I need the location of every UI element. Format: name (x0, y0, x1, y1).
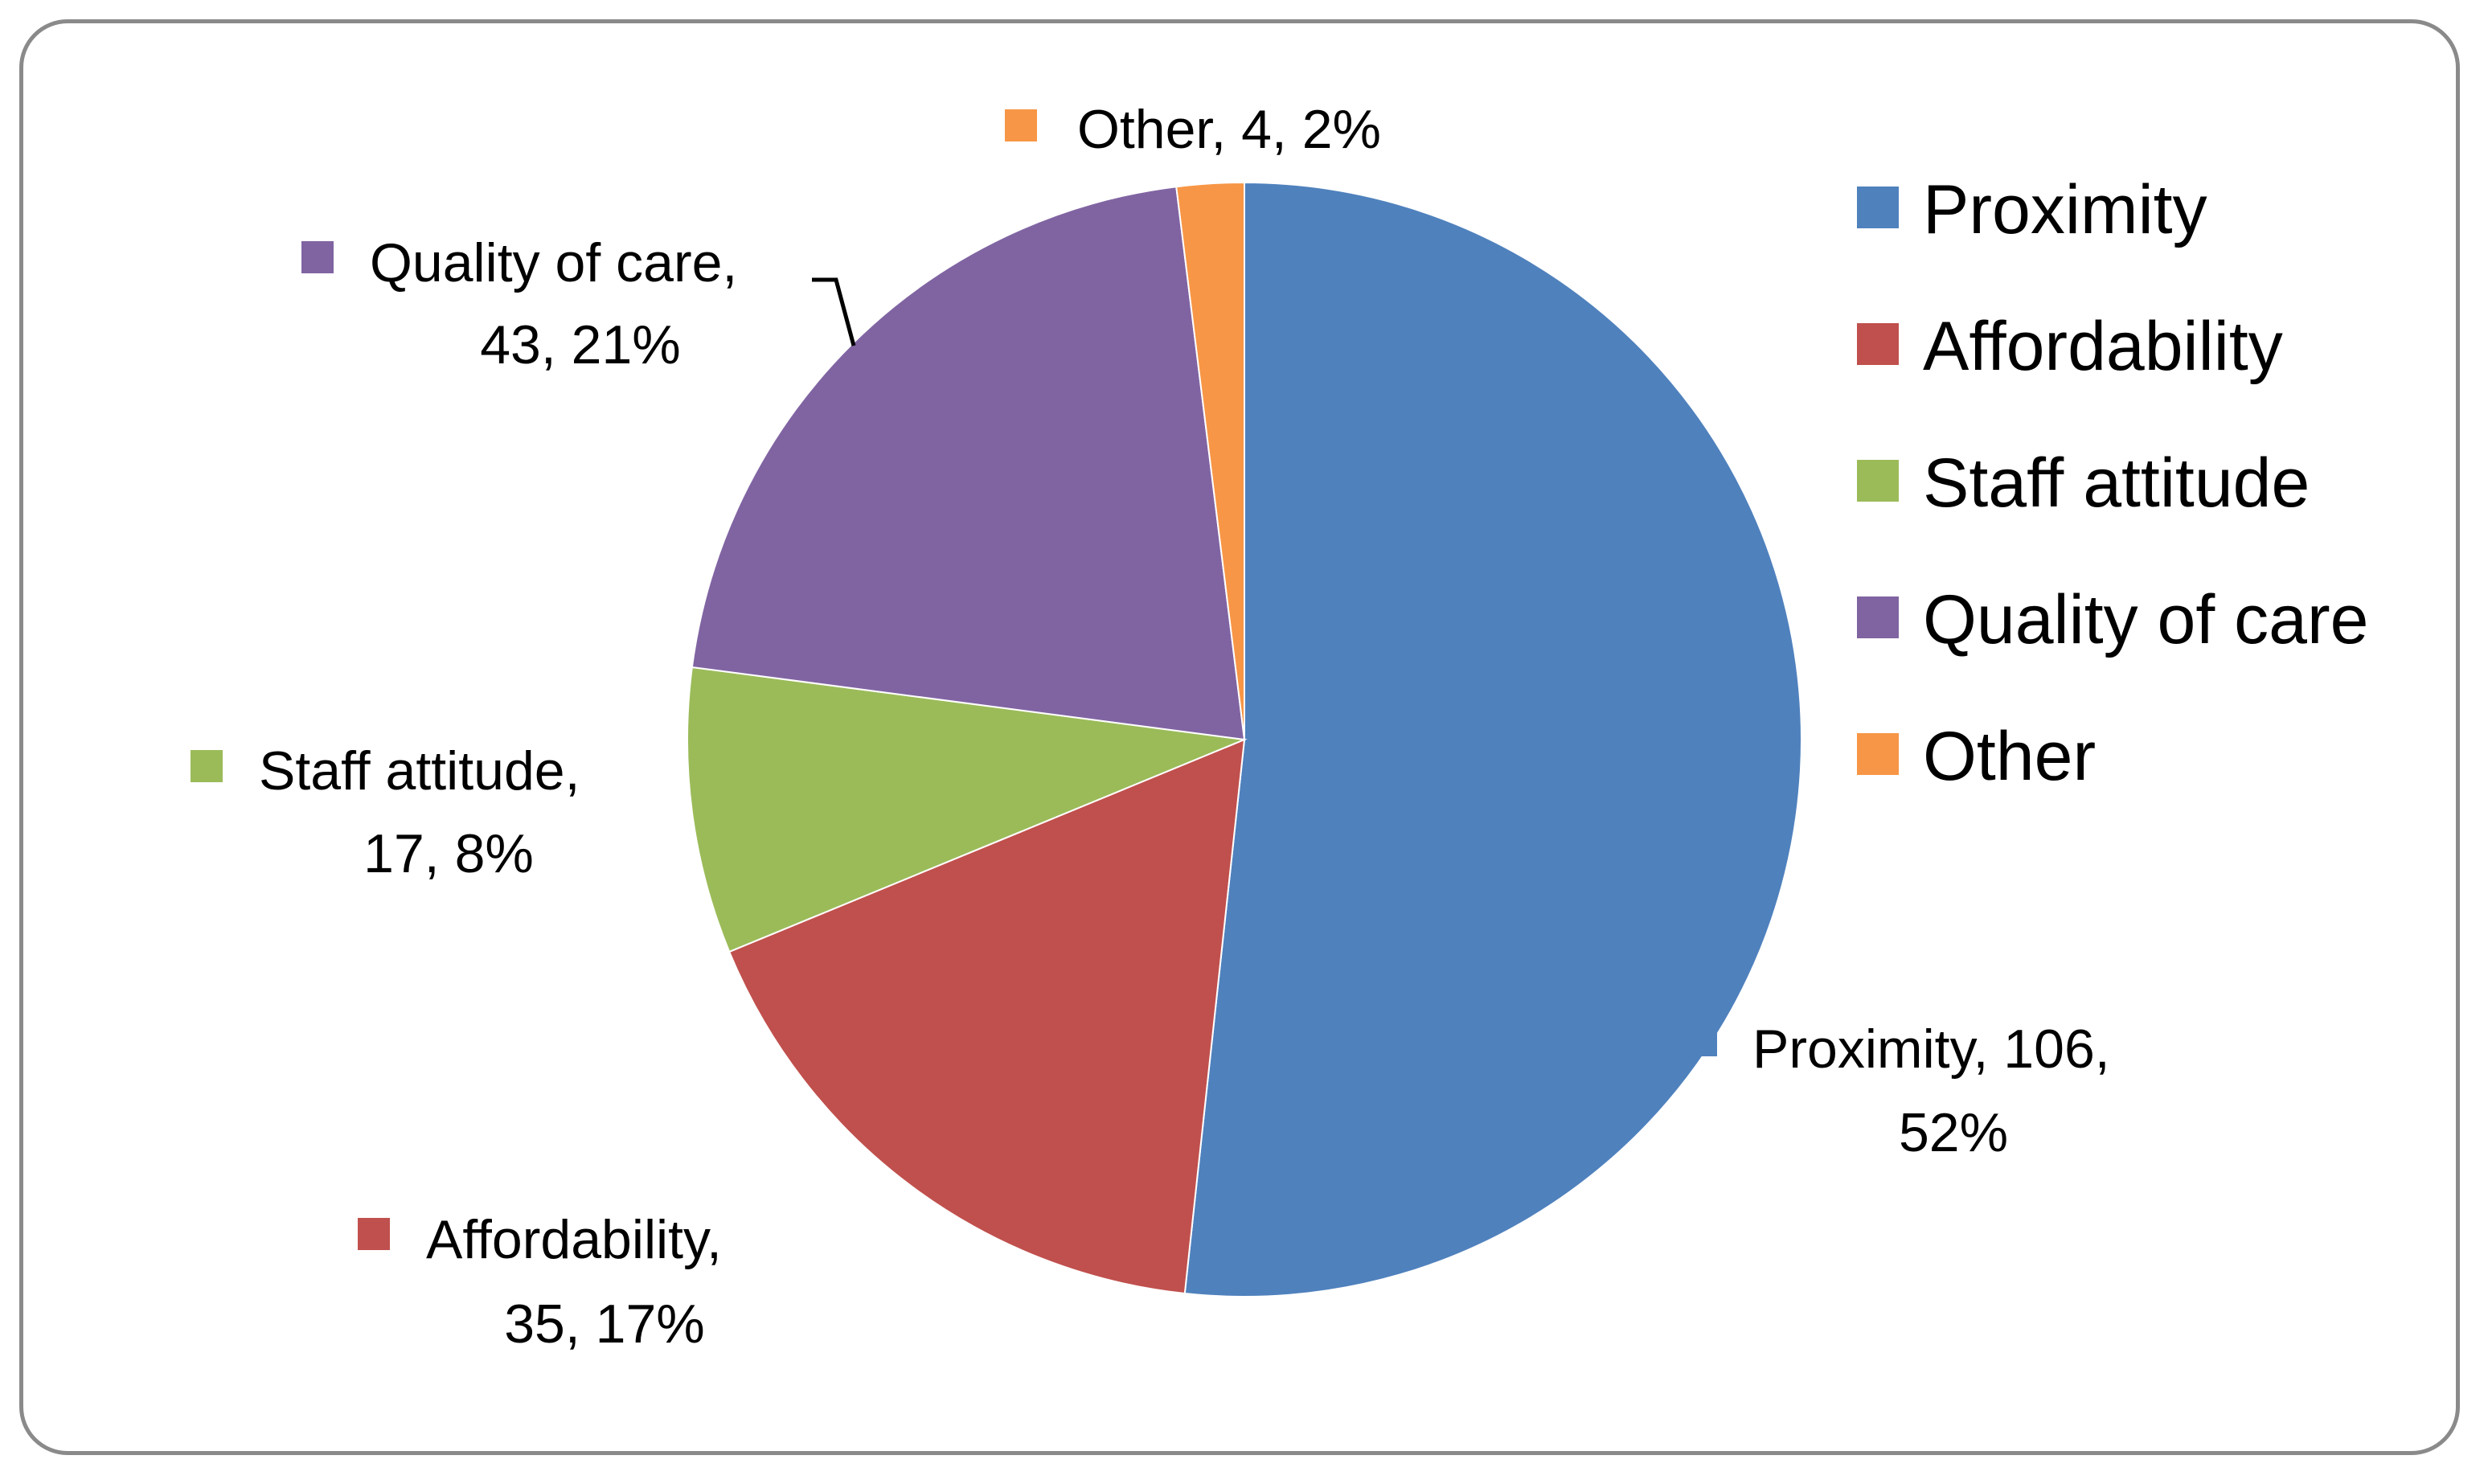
quality-of-care-leader-line (812, 277, 856, 346)
legend-swatch (1857, 187, 1899, 228)
legend-swatch (1857, 460, 1899, 502)
data-label-affordability: Affordability, 35, 17% (358, 1209, 722, 1355)
data-label-marker (191, 750, 223, 782)
legend: Proximity Affordability Staff attitude Q… (1857, 171, 2368, 795)
data-label-line2: 35, 17% (504, 1293, 705, 1355)
legend-label: Proximity (1923, 171, 2207, 248)
legend-item-affordability: Affordability (1857, 308, 2283, 385)
legend-swatch (1857, 323, 1899, 365)
legend-item-proximity: Proximity (1857, 171, 2207, 248)
pie-slice-proximity (1183, 181, 1802, 1297)
pie-slices (687, 181, 1802, 1297)
data-label-marker (1693, 1032, 1717, 1056)
legend-item-quality-of-care: Quality of care (1857, 581, 2368, 658)
legend-item-staff-attitude: Staff attitude (1857, 445, 2310, 522)
pie-slice-other (1175, 181, 1245, 740)
legend-label: Affordability (1923, 308, 2283, 385)
data-label-quality-of-care: Quality of care, 43, 21% (301, 232, 737, 375)
data-label-line1: Other, 4, 2% (1077, 99, 1381, 160)
legend-label: Other (1923, 718, 2096, 795)
pie-slice-affordability (728, 738, 1246, 1295)
data-label-line1: Quality of care, (370, 232, 737, 293)
pie-slice-quality-of-care (691, 186, 1246, 741)
data-label-line2: 43, 21% (480, 314, 681, 375)
data-label-marker (301, 241, 334, 273)
legend-label: Quality of care (1923, 581, 2368, 658)
legend-label: Staff attitude (1923, 445, 2310, 522)
pie-slice-staff-attitude (687, 666, 1248, 953)
data-label-line1: Staff attitude, (259, 740, 580, 801)
legend-swatch (1857, 596, 1899, 638)
data-label-marker (1005, 109, 1037, 141)
data-label-line1: Proximity, 106, (1752, 1019, 2110, 1080)
data-label-line2: 17, 8% (363, 823, 534, 884)
data-label-proximity: Proximity, 106, 52% (1693, 1019, 2110, 1163)
data-label-other: Other, 4, 2% (1005, 99, 1381, 160)
legend-swatch (1857, 733, 1899, 775)
data-label-marker (358, 1218, 390, 1250)
legend-item-other: Other (1857, 718, 2096, 795)
data-label-line1: Affordability, (426, 1209, 722, 1270)
data-label-line2: 52% (1899, 1102, 2008, 1163)
data-label-staff-attitude: Staff attitude, 17, 8% (191, 740, 580, 884)
